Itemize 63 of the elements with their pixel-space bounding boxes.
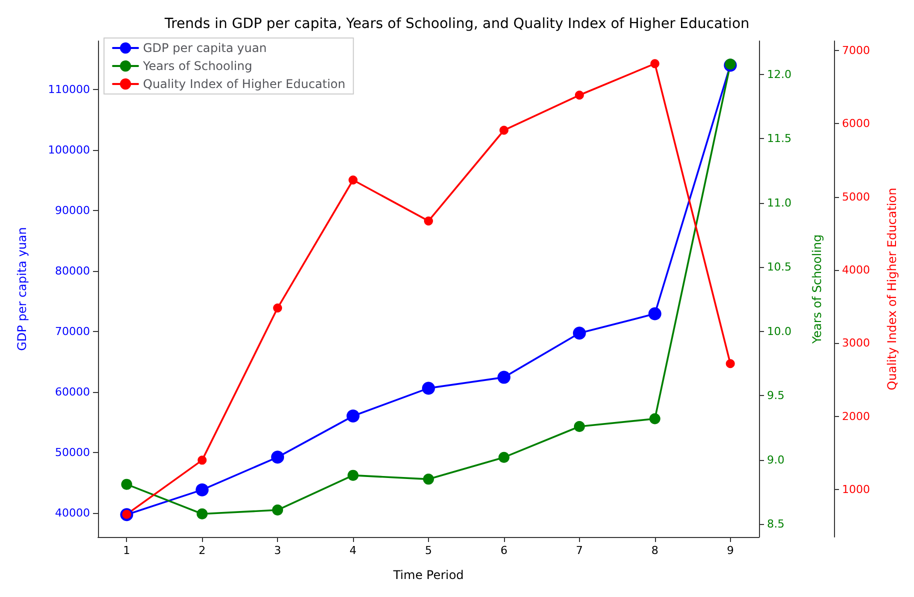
y-tick-label: 70000: [55, 324, 90, 338]
y3-tick-label: 3000: [842, 336, 870, 350]
point: [423, 474, 434, 485]
y2-axis-title: Years of Schooling: [810, 234, 824, 345]
y-tick-label: 60000: [55, 385, 90, 398]
point: [574, 90, 584, 100]
point: [348, 470, 359, 481]
x-tick-label: 8: [651, 544, 658, 557]
x-tick-label: 6: [500, 544, 508, 557]
y-axis-title: GDP per capita yuan: [15, 227, 29, 351]
y2-tick-label: 11.0: [767, 196, 792, 210]
legend-label: Quality Index of Higher Education: [143, 77, 346, 91]
x-axis-title: Time Period: [392, 568, 464, 582]
y2-tick-label: 12.0: [767, 68, 792, 81]
y2-tick-label: 11.5: [767, 132, 792, 146]
point: [422, 382, 435, 395]
x-tick-label: 4: [350, 544, 357, 557]
point: [348, 176, 358, 184]
y3-tick-label: 6000: [842, 117, 870, 130]
y2-tick-label: 8.5: [767, 518, 784, 531]
y-tick-label: 100000: [48, 143, 90, 156]
x-tick-label: 9: [726, 544, 734, 557]
legend-label: GDP per capita yuan: [143, 41, 267, 55]
point: [572, 326, 586, 340]
chart-title: Trends in GDP per capita, Years of Schooling, and Quality Index of Higher Education: [164, 16, 750, 32]
point: [499, 126, 508, 135]
y2-tick-label: 10.0: [767, 324, 792, 338]
y-tick-label: 110000: [48, 82, 90, 96]
point: [198, 456, 207, 465]
point: [650, 59, 660, 68]
point: [196, 508, 208, 520]
point: [574, 420, 585, 432]
y-tick-label: 80000: [55, 264, 90, 278]
x-tick-label: 1: [123, 544, 130, 557]
y3-tick-label: 2000: [842, 410, 870, 423]
legend-label: Years of Schooling: [142, 59, 252, 73]
y3-tick-label: 5000: [842, 190, 870, 204]
y-tick-label: 50000: [55, 446, 90, 459]
y2-tick-label: 10.5: [767, 260, 792, 274]
y-tick-label: 40000: [55, 506, 90, 520]
point: [273, 304, 282, 313]
point: [498, 452, 510, 463]
y3-tick-label: 1000: [842, 482, 870, 496]
x-tick-label: 2: [198, 544, 206, 557]
y3-tick-label: 7000: [842, 44, 870, 58]
y3-axis-title: Quality Index of Higher Education: [885, 188, 899, 390]
point: [649, 413, 660, 424]
point: [648, 307, 662, 320]
y2-tick-label: 9.0: [767, 453, 784, 466]
y2-tick-label: 9.5: [767, 389, 784, 402]
point: [121, 478, 132, 490]
point: [726, 359, 735, 368]
point: [424, 216, 433, 226]
x-tick-label: 5: [425, 544, 432, 557]
point: [196, 483, 209, 496]
x-tick-label: 7: [576, 544, 583, 557]
x-tick-label: 3: [274, 544, 282, 557]
y3-tick-label: 4000: [842, 263, 870, 276]
y-tick-label: 90000: [55, 204, 90, 217]
point: [272, 504, 284, 516]
point: [346, 410, 360, 423]
point: [271, 450, 284, 464]
point: [497, 370, 510, 384]
